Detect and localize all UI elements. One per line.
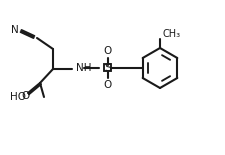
Text: O: O <box>104 80 112 90</box>
Text: HO: HO <box>10 92 26 102</box>
Text: O: O <box>104 46 112 56</box>
Bar <box>104 64 111 71</box>
Text: O: O <box>22 91 30 101</box>
Text: NH: NH <box>76 63 91 73</box>
Text: N: N <box>11 25 19 35</box>
Text: CH₃: CH₃ <box>162 29 180 39</box>
Text: S: S <box>104 63 111 73</box>
